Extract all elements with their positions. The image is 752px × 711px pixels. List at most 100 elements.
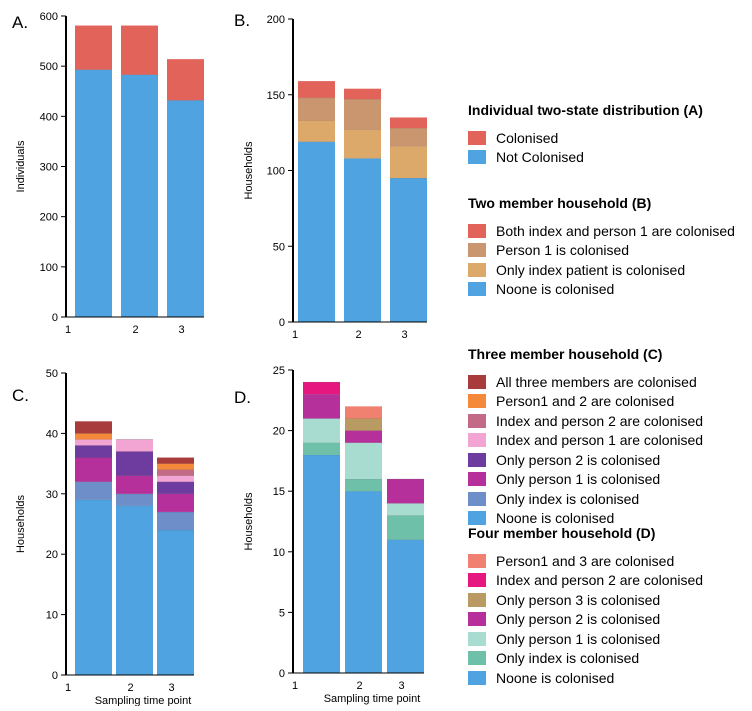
y-tick-label: 50 — [46, 368, 58, 380]
legend-swatch — [468, 670, 486, 685]
bar-segment — [345, 442, 382, 480]
bar-segment — [75, 433, 112, 440]
panel-label: C. — [12, 386, 29, 405]
bar-segment — [75, 25, 112, 70]
legend-label: Only person 1 is colonised — [496, 630, 661, 647]
legend-swatch — [468, 413, 486, 428]
legend-swatch — [468, 651, 486, 666]
legend-swatch — [468, 553, 486, 568]
y-tick-label: 200 — [267, 14, 285, 26]
legend-item: Not Colonised — [468, 148, 703, 168]
legend-label: Only index patient is colonised — [496, 261, 686, 278]
y-tick-label: 5 — [279, 607, 285, 619]
y-tick-label: 50 — [273, 241, 285, 253]
y-tick-label: 500 — [40, 61, 58, 73]
y-tick-label: 0 — [52, 670, 58, 682]
y-tick-label: 400 — [40, 111, 58, 123]
legend-item: Index and person 2 are colonised — [468, 571, 703, 591]
y-tick-label: 0 — [279, 317, 285, 329]
legend: Three member household (C) All three memb… — [468, 346, 703, 528]
legend: Two member household (B) Both index and p… — [468, 195, 735, 299]
y-tick-label: 10 — [46, 610, 58, 622]
bar-segment — [303, 442, 340, 455]
legend-item: Noone is colonised — [468, 509, 703, 529]
bar-segment — [116, 493, 153, 506]
legend-item: Only person 1 is colonised — [468, 470, 703, 490]
legend-item: Only person 3 is colonised — [468, 590, 703, 610]
bar-segment — [303, 382, 340, 395]
x-tick-label: 3 — [178, 324, 184, 336]
bar-segment — [345, 479, 382, 492]
legend-label: Index and person 2 are colonised — [496, 412, 704, 429]
y-tick-label: 100 — [40, 262, 58, 274]
bar-segment — [75, 421, 112, 434]
bar-segment — [116, 439, 153, 452]
bar-segment — [157, 530, 194, 675]
legend-label: Only person 3 is colonised — [496, 591, 661, 608]
y-tick-label: 0 — [52, 312, 58, 324]
legend-label: Only index is colonised — [496, 650, 640, 667]
legend-swatch — [468, 631, 486, 646]
y-tick-label: 40 — [46, 428, 58, 440]
legend-item: Noone is colonised — [468, 280, 735, 300]
bar-segment — [116, 475, 153, 494]
bar-segment — [344, 158, 381, 322]
y-axis-label: Individuals — [15, 140, 27, 192]
x-tick-label: 2 — [355, 329, 361, 341]
legend-swatch — [468, 433, 486, 448]
legend-swatch — [468, 452, 486, 467]
bar-segment — [387, 515, 424, 540]
legend: Four member household (D) Person1 and 3 a… — [468, 525, 703, 688]
legend-swatch — [468, 612, 486, 627]
legend-label: Person1 and 3 are colonised — [496, 552, 675, 569]
legend-label: Only index is colonised — [496, 490, 640, 507]
legend-item: Only person 1 is colonised — [468, 629, 703, 649]
legend-item: Only person 2 is colonised — [468, 450, 703, 470]
y-axis-label: Households — [15, 494, 27, 553]
x-tick-label: 2 — [356, 680, 362, 692]
bar-segment — [116, 451, 153, 476]
y-tick-label: 10 — [273, 547, 285, 559]
legend-swatch — [468, 262, 486, 277]
legend-label: Noone is colonised — [496, 281, 615, 298]
legend-label: Both index and person 1 are colonised — [496, 222, 735, 239]
bar-segment — [167, 59, 204, 101]
bar-segment — [298, 97, 335, 121]
x-tick-label: 1 — [65, 682, 71, 694]
legend-swatch — [468, 592, 486, 607]
legend-label: Index and person 1 are colonised — [496, 432, 704, 449]
y-tick-label: 15 — [273, 486, 285, 498]
y-tick-label: 20 — [46, 549, 58, 561]
legend-item: Only index patient is colonised — [468, 260, 735, 280]
legend-label: Colonised — [496, 129, 559, 146]
bar-segment — [345, 491, 382, 673]
legend-label: Only person 1 is colonised — [496, 471, 661, 488]
x-tick-label: 3 — [398, 680, 404, 692]
y-tick-label: 100 — [267, 166, 285, 178]
x-tick-label: 1 — [292, 329, 298, 341]
legend-swatch — [468, 282, 486, 297]
x-tick-label: 2 — [127, 682, 133, 694]
bar-segment — [298, 81, 335, 98]
legend-item: Both index and person 1 are colonised — [468, 221, 735, 241]
x-tick-label: 3 — [401, 329, 407, 341]
legend-swatch — [468, 150, 486, 165]
x-tick-label: 3 — [168, 682, 174, 694]
legend-swatch — [468, 223, 486, 238]
bar-segment — [303, 454, 340, 673]
bar-segment — [121, 25, 158, 75]
bar-segment — [303, 394, 340, 419]
legend-item: Only person 2 is colonised — [468, 610, 703, 630]
legend-item: Index and person 1 are colonised — [468, 431, 703, 451]
bar-segment — [390, 128, 427, 147]
bar-segment — [345, 430, 382, 443]
bar-segment — [157, 475, 194, 482]
legend-item: Noone is colonised — [468, 668, 703, 688]
bar-segment — [387, 503, 424, 516]
bar-segment — [75, 69, 112, 317]
bar-segment — [345, 418, 382, 431]
y-tick-label: 20 — [273, 426, 285, 438]
bar-segment — [345, 406, 382, 419]
y-tick-label: 150 — [267, 90, 285, 102]
